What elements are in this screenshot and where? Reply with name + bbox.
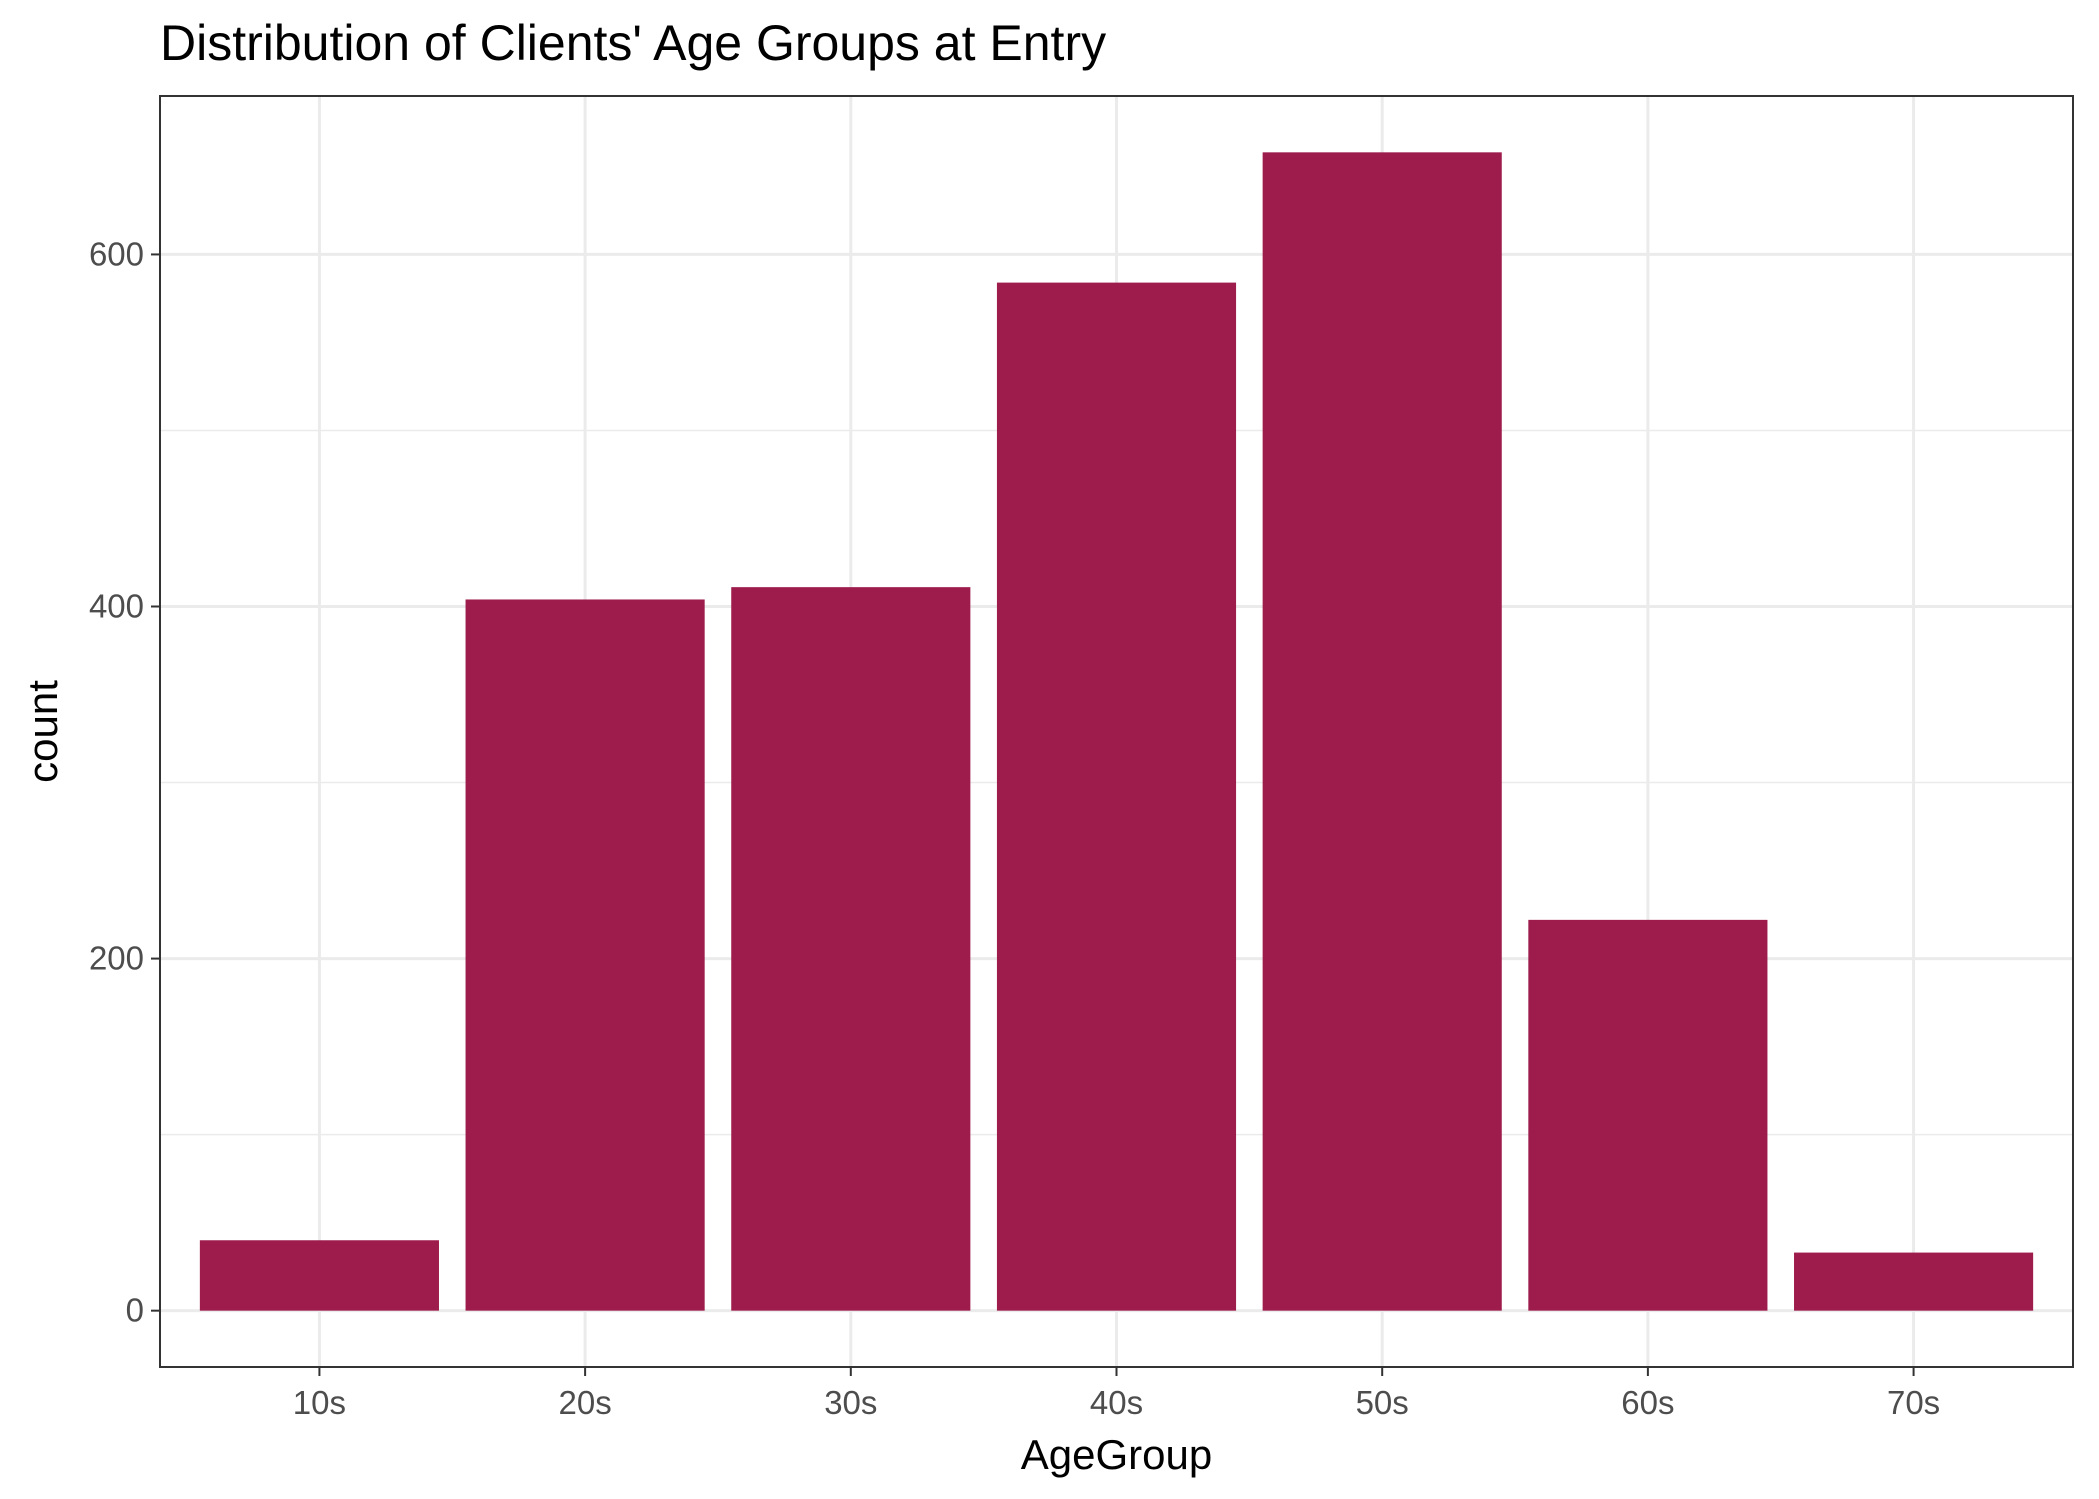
y-tick-label: 200 — [89, 940, 144, 977]
y-axis: 0 200 400 600 — [89, 235, 160, 1329]
x-tick-label: 20s — [559, 1384, 612, 1421]
x-tick-label: 70s — [1887, 1384, 1940, 1421]
x-tick-label: 10s — [293, 1384, 346, 1421]
plot-panel — [159, 95, 2074, 1368]
x-tick-label: 60s — [1621, 1384, 1674, 1421]
x-axis: 10s 20s 30s 40s 50s 60s 70s — [293, 1367, 1940, 1421]
chart-title: Distribution of Clients' Age Groups at E… — [160, 15, 1106, 71]
bar-70s — [1794, 1252, 2034, 1311]
bar-20s — [465, 599, 705, 1311]
bar-30s — [731, 587, 971, 1311]
x-tick-label: 30s — [824, 1384, 877, 1421]
x-tick-label: 40s — [1090, 1384, 1143, 1421]
bar-40s — [996, 282, 1237, 1311]
y-tick-label: 0 — [126, 1292, 144, 1329]
y-axis-title: count — [19, 680, 66, 783]
bar-10s — [199, 1240, 439, 1311]
bars — [199, 152, 2034, 1311]
bar-60s — [1528, 919, 1768, 1311]
y-tick-label: 600 — [89, 235, 144, 272]
y-tick-label: 400 — [89, 588, 144, 625]
x-tick-label: 50s — [1356, 1384, 1409, 1421]
x-axis-title: AgeGroup — [1021, 1431, 1212, 1478]
bar-50s — [1262, 152, 1502, 1311]
